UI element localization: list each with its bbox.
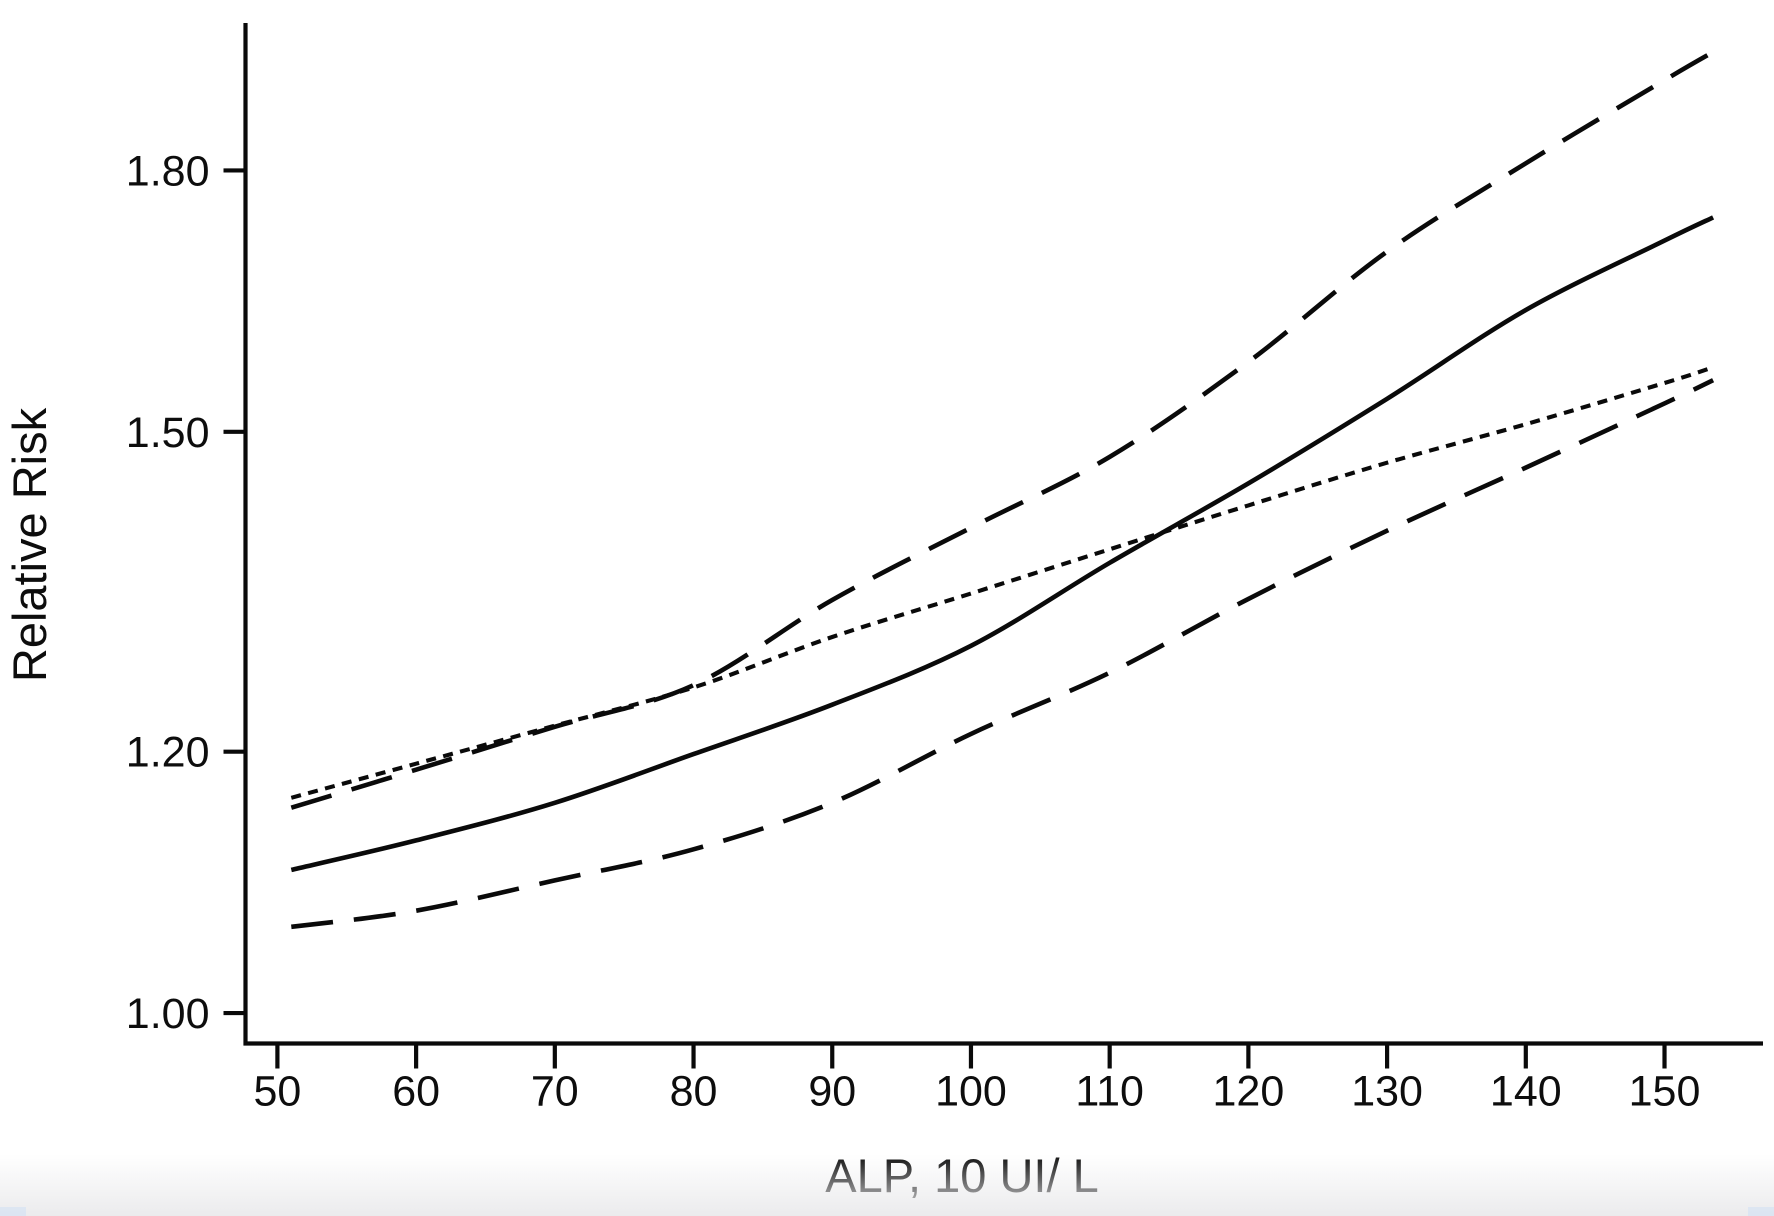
x-tick-label: 100: [935, 1068, 1007, 1116]
x-tick-label: 80: [670, 1068, 718, 1116]
x-tick-label: 90: [808, 1068, 856, 1116]
x-tick-label: 70: [531, 1068, 579, 1116]
y-tick-label: 1.20: [126, 729, 210, 777]
y-tick-label: 1.50: [126, 409, 210, 457]
x-tick-label: 50: [253, 1068, 301, 1116]
x-tick-label: 140: [1490, 1068, 1562, 1116]
series-solid-center-curve: [290, 215, 1715, 873]
data-series: [290, 50, 1715, 930]
bottom-left-corner-tint: [0, 1207, 26, 1216]
x-axis-title: ALP, 10 UI/ L: [825, 1149, 1099, 1202]
bottom-right-corner-tint: [1748, 1207, 1774, 1216]
series-long-dash-upper-curve: [290, 50, 1715, 810]
y-tick-label: 1.80: [126, 147, 210, 195]
y-tick-label: 1.00: [126, 990, 210, 1038]
series-long-dash-lower-curve: [291, 378, 1715, 930]
series-dotted-straight-curve: [290, 365, 1714, 800]
x-tick-label: 110: [1075, 1068, 1144, 1116]
y-axis-title: Relative Risk: [3, 407, 56, 682]
axes: 1.00 1.20 1.50 1.80 50 60 70 80 90 100 110 120 130 14…: [126, 23, 1763, 1116]
x-tick-label: 130: [1351, 1068, 1423, 1116]
x-tick-label: 120: [1213, 1068, 1285, 1116]
x-tick-label: 150: [1629, 1068, 1701, 1116]
x-tick-label: 60: [392, 1068, 440, 1116]
